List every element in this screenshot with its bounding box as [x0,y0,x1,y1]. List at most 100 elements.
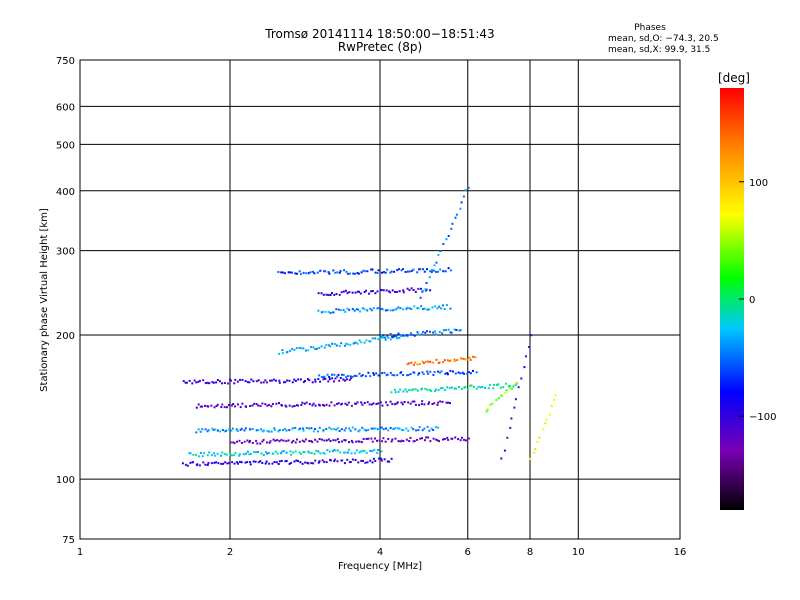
echo-point [335,308,338,311]
echo-point [348,427,351,430]
echo-point [404,334,407,337]
echo-point [327,310,330,313]
echo-point [438,361,441,364]
echo-point [459,207,462,210]
echo-point [370,437,373,440]
echo-point [422,308,425,310]
echo-point [396,374,399,377]
echo-point [437,389,440,392]
echo-point [373,373,375,376]
x-axis-label: Frequency [MHz] [338,561,422,572]
echo-point [343,429,346,432]
echo-point [311,404,314,407]
echo-point [262,429,265,432]
echo-point [412,333,415,336]
echo-point [347,401,350,404]
echo-point [335,428,338,431]
echo-point [354,459,357,461]
echo-point [381,404,384,407]
echo-point [281,352,284,355]
echo-point [284,381,287,384]
echo-point [406,287,409,290]
echo-point [382,428,385,431]
echo-point [298,451,301,454]
echo-point [206,454,209,457]
echo-point [230,429,233,432]
echo-point [413,371,416,374]
echo-point [312,430,315,433]
echo-point [300,404,303,406]
echo-point [384,338,387,341]
echo-point [314,459,317,462]
echo-point [341,373,343,376]
echo-point [249,463,252,466]
echo-point [394,308,397,311]
echo-point [479,386,482,389]
echo-point [460,357,462,360]
echo-point [301,401,304,404]
echo-point [389,338,392,341]
echo-point [354,402,357,405]
echo-point [316,271,319,274]
echo-point [315,449,318,452]
echo-point [410,308,413,311]
echo-point [335,293,338,296]
echo-point [358,440,361,443]
echo-point [485,410,488,413]
echo-point [380,450,383,453]
echo-point [323,375,326,378]
echo-point [220,462,223,465]
echo-point [291,405,294,408]
echo-point [314,438,317,441]
echo-point [189,452,192,455]
echo-point [297,428,300,431]
echo-point [400,401,403,404]
echo-point [238,460,241,463]
echo-point [472,385,475,388]
echo-point [253,451,256,454]
y-tick-label: 400 [56,187,75,198]
echo-point [502,386,505,389]
echo-point [240,461,243,464]
echo-point [430,427,433,430]
echo-point [299,273,302,276]
echo-point [360,441,363,444]
echo-point [333,293,336,296]
echo-point [419,296,422,299]
echo-point [434,305,436,308]
echo-point [245,405,248,408]
echo-point [265,451,267,454]
echo-point [308,451,311,454]
echo-point [463,386,466,389]
echo-point [407,401,410,404]
echo-point [338,430,341,432]
echo-point [475,387,478,390]
echo-point [510,417,513,420]
echo-point [412,428,415,431]
echo-point [317,292,320,295]
echo-point [314,404,317,407]
echo-point [329,293,332,296]
echo-point [357,430,360,433]
echo-point [333,404,336,407]
echo-point [387,290,390,293]
echo-point [420,333,423,336]
echo-point [204,382,207,385]
echo-point [356,271,359,274]
echo-point [398,427,401,430]
echo-point [225,429,228,432]
echo-point [372,402,375,405]
echo-point [326,449,329,452]
echo-point [340,428,343,431]
echo-point [442,438,444,441]
echo-point [271,403,274,406]
echo-point [418,372,421,375]
echo-point [514,398,517,401]
echo-point [198,379,201,382]
echo-point [443,308,446,310]
echo-point [351,458,354,461]
echo-point [459,439,462,442]
echo-point [313,272,316,275]
echo-point [293,405,296,407]
echo-point [317,450,320,453]
